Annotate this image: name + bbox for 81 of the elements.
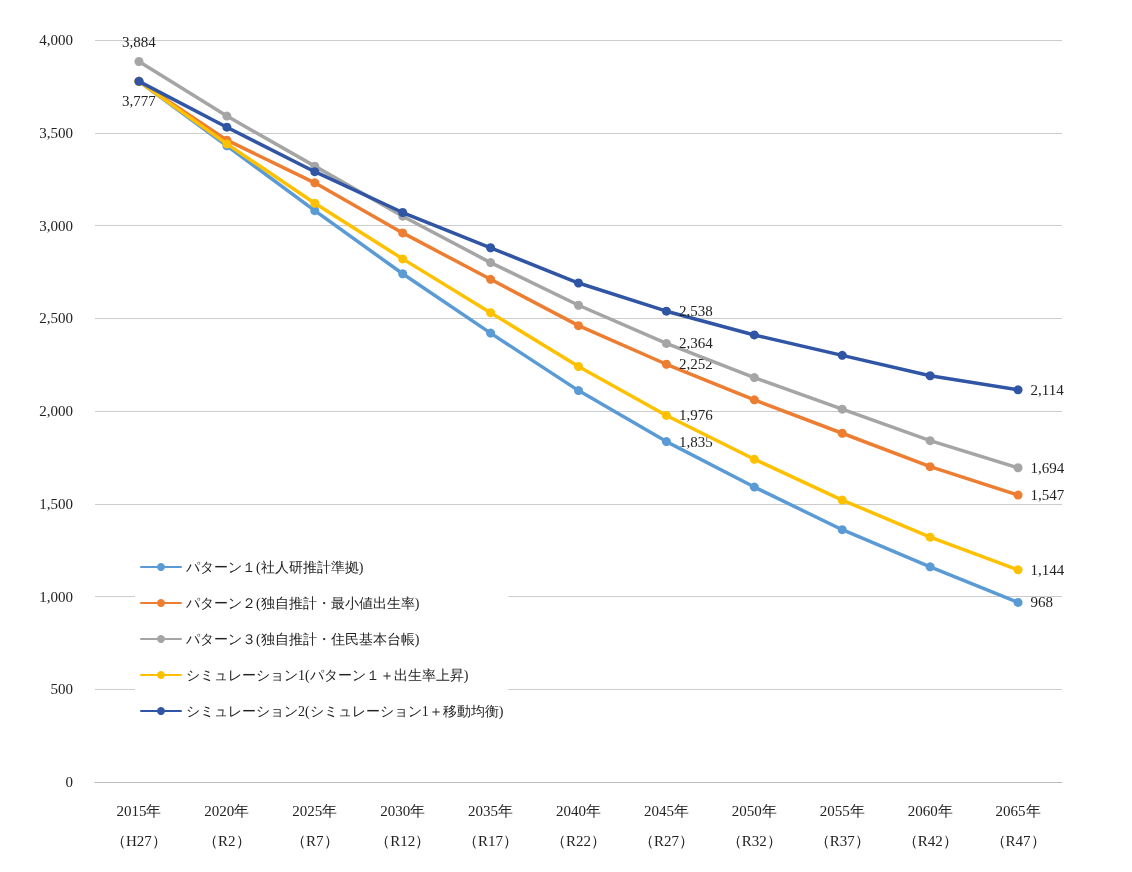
point — [925, 562, 935, 572]
point — [486, 308, 496, 318]
y-tick-label: 3,500 — [39, 124, 73, 141]
point — [1013, 463, 1023, 473]
point — [574, 386, 583, 396]
data-label: 2,538 — [678, 303, 713, 320]
data-label: 1,144 — [1030, 561, 1065, 578]
x-tick-label: 2060年（R42） — [902, 803, 958, 849]
point — [925, 371, 935, 381]
point — [749, 482, 759, 492]
data-label: 1,694 — [1030, 459, 1065, 476]
y-tick-label: 1,500 — [39, 495, 73, 512]
point — [1013, 490, 1023, 500]
y-tick-label: 3,000 — [39, 217, 73, 234]
point — [310, 206, 320, 216]
point — [574, 361, 583, 371]
data-label: 2,114 — [1030, 381, 1065, 398]
point — [574, 300, 583, 310]
point — [486, 274, 496, 284]
point — [749, 330, 759, 340]
point — [837, 428, 847, 438]
data-label: 1,976 — [678, 407, 714, 424]
point — [398, 269, 408, 279]
x-tick-label: 2045年（R27） — [638, 803, 694, 849]
point — [134, 57, 144, 67]
point — [574, 278, 583, 288]
point — [749, 395, 759, 405]
x-tick-label: 2020年（R2） — [203, 803, 251, 849]
point — [661, 410, 671, 420]
y-tick-label: 2,000 — [39, 403, 73, 419]
data-label: 3,777 — [122, 93, 157, 110]
point — [222, 122, 232, 132]
x-tick-label: 2065年（R47） — [990, 803, 1046, 849]
point — [398, 254, 408, 264]
y-tick-label: 500 — [50, 681, 73, 698]
legend-label: パターン１(社人研推計準拠) — [185, 559, 364, 576]
point — [661, 306, 671, 316]
point — [837, 495, 847, 505]
point — [486, 258, 496, 268]
point — [310, 198, 320, 208]
y-tick-label: 2,500 — [39, 310, 73, 327]
y-tick-label: 0 — [65, 774, 73, 790]
legend-label: パターン３(独自推計・住民基本台帳) — [185, 631, 420, 648]
point — [837, 404, 847, 414]
x-tick-label: 2050年（R32） — [726, 803, 782, 849]
point — [925, 436, 935, 446]
point — [574, 321, 583, 331]
point — [486, 243, 496, 253]
legend-label: シミュレーション1(パターン１＋出生率上昇) — [186, 667, 469, 684]
data-label: 1,835 — [678, 433, 713, 450]
point — [661, 437, 671, 447]
legend-label: パターン２(独自推計・最小値出生率) — [185, 595, 420, 612]
data-label: 3,884 — [122, 33, 157, 50]
point — [925, 462, 935, 472]
point — [1013, 385, 1023, 395]
point — [925, 532, 935, 542]
point — [837, 350, 847, 360]
x-tick-label: 2035年（R17） — [463, 803, 519, 849]
x-tick-label: 2040年（R22） — [550, 803, 607, 849]
x-tick-label: 2030年（R12） — [375, 803, 431, 849]
data-label: 2,364 — [678, 335, 714, 352]
point — [222, 111, 232, 121]
point — [837, 525, 847, 535]
point — [749, 373, 759, 383]
legend-label: シミュレーション2(シミュレーション1＋移動均衡) — [186, 703, 504, 720]
point — [486, 328, 496, 338]
x-tick-label: 2055年（R37） — [814, 803, 870, 849]
point — [310, 178, 320, 188]
point — [661, 338, 671, 348]
y-tick-label: 1,000 — [39, 588, 73, 605]
point — [1013, 597, 1023, 607]
point — [398, 228, 408, 238]
point — [310, 167, 320, 177]
data-label: 968 — [1030, 594, 1054, 611]
data-label: 1,547 — [1030, 487, 1065, 504]
point — [1013, 565, 1023, 575]
point — [749, 454, 759, 464]
x-tick-label: 2025年（R7） — [291, 803, 339, 849]
y-tick-label: 4,000 — [39, 32, 73, 48]
point — [661, 359, 671, 369]
x-tick-label: 2015年（H27） — [111, 803, 167, 849]
